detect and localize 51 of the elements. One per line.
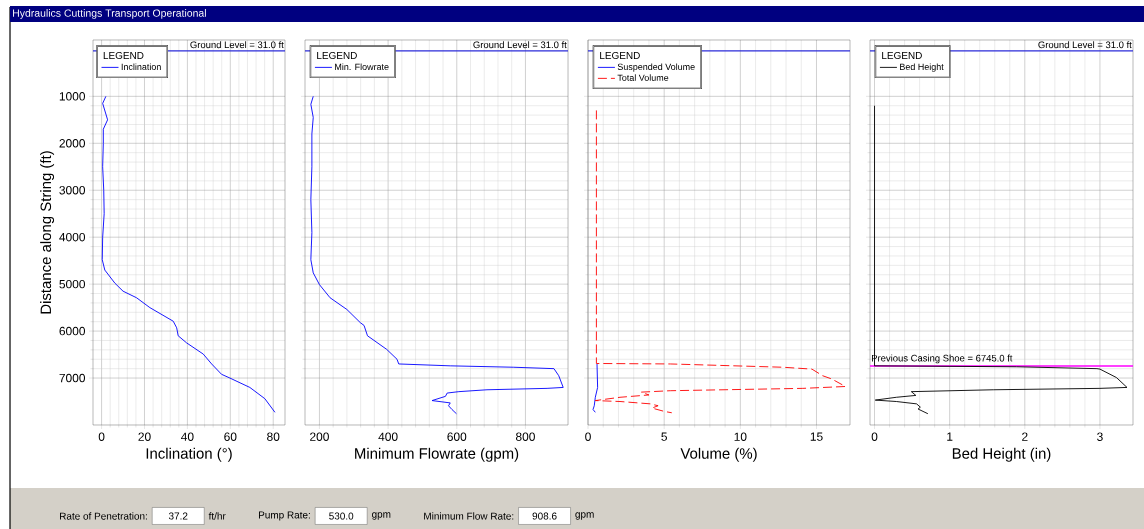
x-axis-title: Minimum Flowrate (gpm) — [355, 447, 519, 462]
legend-title: LEGEND — [317, 51, 357, 60]
legend-title: LEGEND — [600, 51, 640, 60]
x-tick-label: 80 — [267, 432, 280, 441]
text: Pump Rate: — [258, 511, 310, 521]
x-tick-label: 15 — [810, 432, 823, 441]
text: gpm — [575, 512, 594, 520]
ref-line-label: Ground Level = 31.0 ft — [473, 41, 567, 49]
x-tick-label: 60 — [224, 432, 237, 441]
text: Rate of Penetration: — [60, 512, 147, 520]
x-tick-label: 600 — [447, 432, 467, 441]
x-tick-label: 400 — [378, 432, 398, 441]
text: ft/hr — [208, 512, 226, 520]
x-tick-label: 200 — [310, 432, 329, 441]
legend-label: Inclination — [121, 63, 161, 70]
legend-label: Suspended Volume — [617, 63, 695, 72]
y-axis-title: Distance along String (ft) — [40, 151, 55, 314]
ref-line-label: Ground Level = 31.0 ft — [1038, 41, 1132, 49]
legend-title: LEGEND — [103, 51, 144, 60]
x-tick-label: 0 — [871, 432, 878, 441]
x-tick-label: 5 — [661, 432, 667, 441]
x-tick-label: 10 — [734, 432, 747, 441]
x-axis-title: Bed Height (in) — [952, 447, 1051, 462]
x-tick-label: 2 — [1022, 432, 1028, 441]
legend-label: Min. Flowrate — [335, 63, 389, 70]
x-axis-title: Volume (%) — [680, 447, 757, 462]
x-tick-label: 0 — [585, 432, 591, 441]
y-tick-label: 1000 — [59, 92, 86, 101]
y-tick-label: 5000 — [59, 279, 86, 289]
x-tick-label: 40 — [181, 432, 194, 441]
ref-line-label: Ground Level = 31.0 ft — [190, 41, 284, 49]
x-axis-title: Inclination (°) — [146, 447, 232, 462]
legend-label: Bed Height — [900, 63, 944, 72]
text: Minimum Flow Rate: — [424, 512, 514, 520]
y-tick-label: 7000 — [59, 373, 86, 383]
text: 37.2 — [168, 512, 188, 520]
legend-label: Total Volume — [617, 74, 669, 81]
x-tick-label: 0 — [98, 432, 105, 441]
x-tick-label: 3 — [1097, 432, 1103, 441]
legend-title: LEGEND — [882, 51, 922, 60]
x-tick-label: 800 — [515, 432, 535, 441]
y-tick-label: 6000 — [59, 326, 86, 336]
x-tick-label: 1 — [947, 432, 953, 441]
text: 530.0 — [329, 512, 354, 520]
text: gpm — [372, 512, 391, 520]
x-tick-label: 20 — [138, 432, 151, 441]
y-tick-label: 2000 — [59, 139, 86, 148]
y-tick-label: 4000 — [59, 232, 86, 242]
y-tick-label: 3000 — [59, 186, 86, 195]
chart-title: Hydraulics Cuttings Transport Operational — [13, 9, 206, 19]
text: 908.6 — [532, 512, 557, 520]
